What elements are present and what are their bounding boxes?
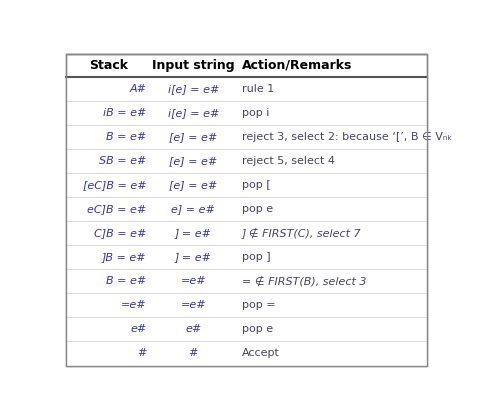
Text: C]B = e#: C]B = e#	[94, 228, 146, 238]
Text: pop e: pop e	[241, 204, 273, 214]
Text: pop ]: pop ]	[241, 252, 270, 262]
Text: i[e] = e#: i[e] = e#	[168, 84, 218, 94]
Text: #: #	[137, 349, 146, 359]
Text: rule 1: rule 1	[241, 84, 274, 94]
Bar	[66, 342, 426, 366]
Text: Stack: Stack	[89, 59, 128, 72]
Text: pop e: pop e	[241, 325, 273, 334]
Text: = ∉ FIRST(B), select 3: = ∉ FIRST(B), select 3	[241, 276, 366, 287]
Text: Input string: Input string	[152, 59, 234, 72]
Text: e] = e#: e] = e#	[171, 204, 215, 214]
Text: =e#: =e#	[180, 276, 206, 286]
Text: pop [: pop [	[241, 180, 270, 190]
Text: ]B = e#: ]B = e#	[102, 252, 146, 262]
Bar	[66, 221, 426, 245]
Text: e#: e#	[185, 325, 201, 334]
Bar	[66, 317, 426, 342]
Text: pop =: pop =	[241, 300, 275, 310]
Text: eC]B = e#: eC]B = e#	[87, 204, 146, 214]
Bar	[66, 77, 426, 101]
Bar	[66, 149, 426, 173]
Text: e#: e#	[130, 325, 146, 334]
Text: B = e#: B = e#	[106, 132, 146, 142]
Text: [eC]B = e#: [eC]B = e#	[83, 180, 146, 190]
Bar	[66, 173, 426, 197]
Text: pop i: pop i	[241, 108, 269, 118]
Bar	[66, 197, 426, 221]
Text: ] = e#: ] = e#	[175, 228, 211, 238]
Text: [e] = e#: [e] = e#	[169, 156, 217, 166]
Text: Action/Remarks: Action/Remarks	[241, 59, 351, 72]
Text: reject 5, select 4: reject 5, select 4	[241, 156, 334, 166]
Bar	[66, 245, 426, 269]
Text: [e] = e#: [e] = e#	[169, 132, 217, 142]
Text: ] = e#: ] = e#	[175, 252, 211, 262]
Text: =e#: =e#	[120, 300, 146, 310]
Text: SB = e#: SB = e#	[99, 156, 146, 166]
Text: reject 3, select 2: because ‘[’, B ∈ Vₙₖ: reject 3, select 2: because ‘[’, B ∈ Vₙₖ	[241, 132, 451, 142]
Bar	[66, 269, 426, 293]
Text: #: #	[188, 349, 198, 359]
Text: i[e] = e#: i[e] = e#	[168, 108, 218, 118]
Text: iB = e#: iB = e#	[103, 108, 146, 118]
Bar	[66, 293, 426, 317]
Text: B = e#: B = e#	[106, 276, 146, 286]
Text: A#: A#	[129, 84, 146, 94]
Text: ] ∉ FIRST(C), select 7: ] ∉ FIRST(C), select 7	[241, 227, 361, 239]
Bar	[66, 125, 426, 149]
Text: [e] = e#: [e] = e#	[169, 180, 217, 190]
Text: Accept: Accept	[241, 349, 279, 359]
Bar	[66, 101, 426, 125]
Text: =e#: =e#	[180, 300, 206, 310]
